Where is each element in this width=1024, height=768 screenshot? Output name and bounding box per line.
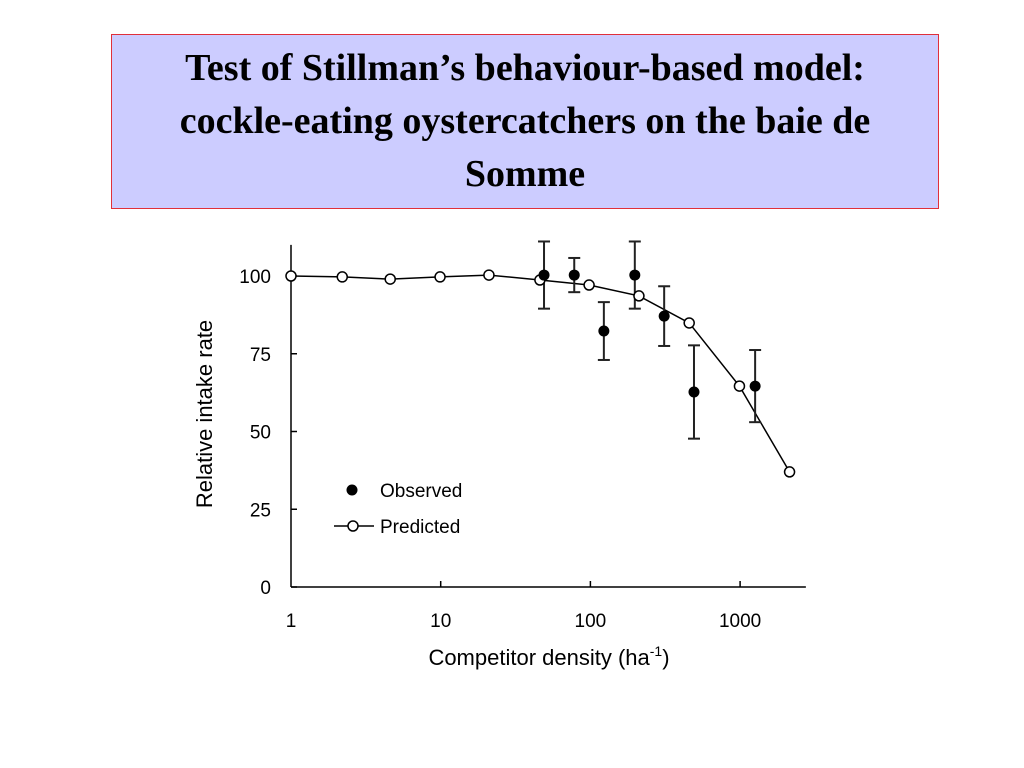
- legend-observed-marker: [346, 484, 358, 496]
- y-tick-label: 0: [260, 578, 271, 599]
- x-axis-label-sup: -1: [650, 643, 663, 659]
- observed-point: [658, 310, 670, 322]
- y-tick-label: 50: [250, 423, 271, 444]
- observed-point: [568, 269, 580, 281]
- y-tick-label: 100: [239, 267, 271, 288]
- slide-title: Test of Stillman’s behaviour-based model…: [179, 47, 871, 195]
- title-box: Test of Stillman’s behaviour-based model…: [111, 34, 939, 209]
- x-tick-label: 100: [575, 611, 607, 632]
- predicted-point: [384, 273, 396, 285]
- observed-point: [688, 386, 700, 398]
- observed-point: [598, 325, 610, 337]
- x-tick-label: 1000: [719, 611, 761, 632]
- y-axis-label: Relative intake rate: [192, 320, 217, 508]
- legend-predicted-marker: [347, 520, 359, 532]
- x-tick-label: 1: [286, 611, 297, 632]
- legend-predicted-label: Predicted: [380, 517, 460, 538]
- x-tick-label: 10: [430, 611, 451, 632]
- predicted-point: [434, 271, 446, 283]
- x-axis-label-suffix: ): [662, 645, 669, 670]
- observed-point: [538, 269, 550, 281]
- legend-observed-label: Observed: [380, 481, 462, 502]
- predicted-point: [683, 317, 695, 329]
- observed-point: [629, 269, 641, 281]
- predicted-point: [783, 466, 796, 478]
- predicted-point: [633, 290, 645, 302]
- predicted-point: [733, 380, 746, 392]
- legend: Observed Predicted: [334, 481, 462, 538]
- predicted-point: [583, 279, 595, 291]
- observed-point: [749, 380, 761, 392]
- y-tick-label: 75: [250, 345, 271, 366]
- x-axis-label-main: Competitor density (ha: [428, 645, 650, 670]
- y-tick-label: 25: [250, 500, 271, 521]
- predicted-point: [285, 270, 297, 282]
- predicted-line: [290, 274, 791, 473]
- predicted-point: [336, 271, 349, 283]
- predicted-point: [483, 269, 495, 281]
- x-axis-label: Competitor density (ha-1): [428, 643, 669, 670]
